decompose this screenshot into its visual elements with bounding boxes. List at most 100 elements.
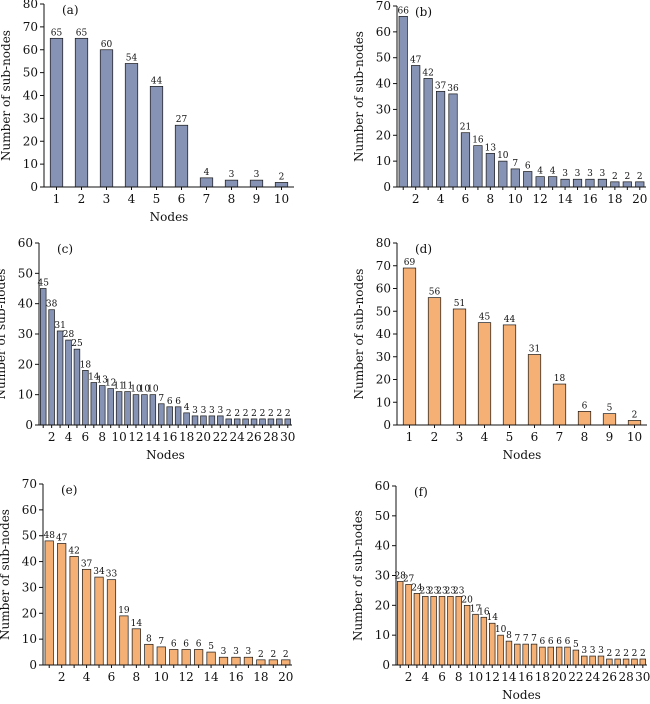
bar xyxy=(435,90,446,188)
bar xyxy=(174,124,189,188)
data-label: 18 xyxy=(80,360,92,370)
x-tick-label: 10 xyxy=(274,192,289,206)
bar xyxy=(99,385,106,426)
y-tick-label: 70 xyxy=(376,0,391,13)
x-tick-label: 3 xyxy=(103,192,111,206)
y-tick-label: 40 xyxy=(23,89,38,103)
data-label: 3 xyxy=(229,170,235,180)
bar xyxy=(132,394,140,426)
x-tick-label: 20 xyxy=(196,430,211,444)
bar xyxy=(256,659,266,666)
y-tick-label: 30 xyxy=(18,327,33,341)
y-axis-title: Number of sub-nodes xyxy=(0,30,13,161)
x-tick-label: 2 xyxy=(431,430,439,444)
bar xyxy=(447,596,454,666)
y-tick-label: 10 xyxy=(376,395,391,409)
y-tick-label: 40 xyxy=(376,327,391,341)
bar xyxy=(589,655,596,666)
data-label: 2 xyxy=(612,172,618,182)
y-tick-label: 60 xyxy=(376,282,391,296)
data-label: 2 xyxy=(606,649,612,659)
data-label: 13 xyxy=(97,376,109,386)
x-tick-label: 4 xyxy=(83,670,91,684)
x-tick-label: 18 xyxy=(535,670,550,684)
bar xyxy=(581,655,588,666)
x-tick-label: 7 xyxy=(203,192,211,206)
data-label: 2 xyxy=(226,409,232,419)
y-tick-label: 20 xyxy=(376,128,391,142)
data-label: 6 xyxy=(171,639,177,649)
x-tick-label: 12 xyxy=(533,192,548,206)
y-tick-label: 10 xyxy=(376,154,391,168)
y-tick-label: 20 xyxy=(18,357,33,371)
data-label: 3 xyxy=(600,169,606,179)
x-tick-label: 20 xyxy=(632,192,647,206)
bar xyxy=(614,658,621,666)
data-label: 25 xyxy=(71,339,83,349)
data-label: 2 xyxy=(640,649,646,659)
y-tick-label: 70 xyxy=(23,20,38,34)
data-label: 6 xyxy=(582,401,588,411)
data-label: 7 xyxy=(512,159,518,169)
data-label: 13 xyxy=(485,143,497,153)
data-label: 7 xyxy=(158,394,164,404)
bar xyxy=(448,93,458,188)
x-tick-label: 16 xyxy=(228,670,243,684)
y-tick-label: 50 xyxy=(376,51,391,65)
bar xyxy=(602,413,617,426)
data-label: 3 xyxy=(590,646,596,656)
y-tick-label: 50 xyxy=(22,529,37,543)
data-label: 3 xyxy=(201,406,207,416)
y-tick-label: 50 xyxy=(376,304,391,318)
x-tick-label: 6 xyxy=(462,192,470,206)
x-tick-label: 2 xyxy=(48,430,56,444)
x-tick-label: 16 xyxy=(162,430,177,444)
data-label: 2 xyxy=(279,172,285,182)
data-label: 6 xyxy=(565,637,571,647)
x-tick-label: 30 xyxy=(635,670,650,684)
bar xyxy=(156,646,166,666)
data-label: 3 xyxy=(254,170,260,180)
bar xyxy=(460,132,471,188)
data-label: 27 xyxy=(176,115,188,125)
bar xyxy=(547,646,554,666)
x-tick-label: 16 xyxy=(582,192,597,206)
data-label: 37 xyxy=(435,81,447,91)
x-tick-label: 14 xyxy=(501,670,517,684)
bar xyxy=(522,643,529,666)
bar xyxy=(233,418,241,426)
x-tick-label: 3 xyxy=(456,430,464,444)
y-tick-label: 20 xyxy=(23,134,38,148)
bar xyxy=(572,649,580,666)
x-tick-label: 8 xyxy=(228,192,236,206)
data-label: 21 xyxy=(460,123,471,133)
bar xyxy=(523,171,533,188)
data-label: 6 xyxy=(556,637,562,647)
data-label: 10 xyxy=(130,385,142,395)
bar xyxy=(402,267,417,426)
x-axis-title: Nodes xyxy=(150,210,189,224)
data-label: 23 xyxy=(445,586,457,596)
bar xyxy=(505,640,513,666)
data-label: 2 xyxy=(234,409,240,419)
data-label: 6 xyxy=(196,639,202,649)
data-label: 2 xyxy=(623,649,629,659)
y-tick-label: 0 xyxy=(30,180,38,194)
data-label: 14 xyxy=(486,613,498,623)
data-label: 2 xyxy=(251,409,257,419)
data-label: 6 xyxy=(183,639,189,649)
data-label: 47 xyxy=(410,55,422,65)
x-tick-label: 20 xyxy=(552,670,567,684)
bar xyxy=(284,418,292,426)
y-tick-label: 60 xyxy=(375,479,390,493)
bar xyxy=(274,182,289,188)
bar xyxy=(181,649,191,666)
bar xyxy=(208,415,216,426)
bar xyxy=(224,179,239,188)
bar xyxy=(413,593,421,666)
data-label: 23 xyxy=(420,586,432,596)
data-label: 60 xyxy=(101,40,113,50)
y-tick-label: 10 xyxy=(22,632,37,646)
bar xyxy=(81,568,92,666)
